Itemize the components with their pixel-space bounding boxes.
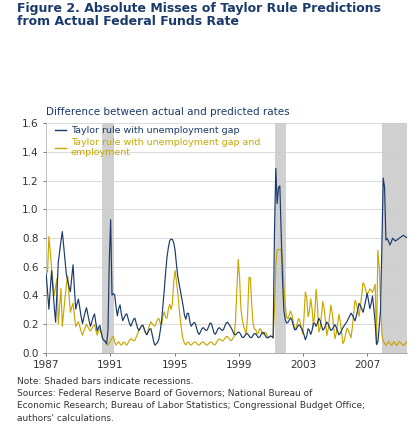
Text: Figure 2. Absolute Misses of Taylor Rule Predictions: Figure 2. Absolute Misses of Taylor Rule…: [17, 2, 381, 15]
Bar: [102, 123, 114, 353]
Text: Note: Shaded bars indicate recessions.
Sources: Federal Reserve Board of Governo: Note: Shaded bars indicate recessions. S…: [17, 377, 365, 422]
Text: Difference between actual and predicted rates: Difference between actual and predicted …: [46, 107, 290, 117]
Bar: [382, 123, 407, 353]
Bar: [275, 123, 286, 353]
Legend: Taylor rule with unemployment gap, Taylor rule with unemployment gap and
employm: Taylor rule with unemployment gap, Taylo…: [55, 126, 260, 157]
Text: from Actual Federal Funds Rate: from Actual Federal Funds Rate: [17, 15, 239, 28]
